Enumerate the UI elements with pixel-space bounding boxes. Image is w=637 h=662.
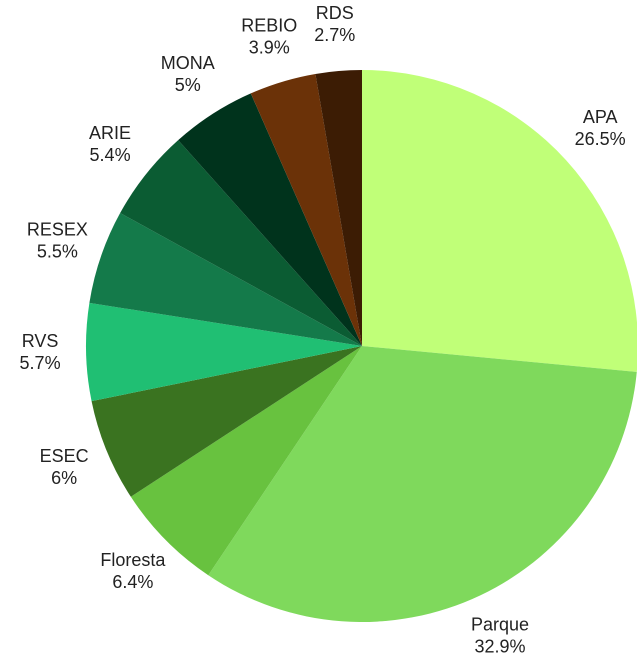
slice-value-label: 6% bbox=[51, 468, 77, 488]
slice-label: MONA bbox=[161, 53, 215, 73]
slice-label: APA bbox=[583, 107, 618, 127]
pie-slice bbox=[250, 73, 362, 346]
slice-value-label: 3.9% bbox=[249, 37, 290, 57]
pie-slice bbox=[86, 302, 362, 402]
slice-value-label: 26.5% bbox=[575, 129, 626, 149]
slice-value-label: 5% bbox=[175, 75, 201, 95]
pie-slice bbox=[362, 70, 637, 372]
slice-label: ARIE bbox=[89, 123, 131, 143]
slice-label: RVS bbox=[22, 331, 59, 351]
slice-value-label: 5.7% bbox=[20, 353, 61, 373]
pie-slice bbox=[130, 346, 362, 576]
pie-slice bbox=[315, 70, 362, 346]
pie-slice bbox=[91, 346, 363, 497]
pie-slice bbox=[178, 93, 362, 346]
slice-label: ESEC bbox=[40, 446, 89, 466]
slice-value-label: 5.4% bbox=[90, 145, 131, 165]
slice-value-label: 2.7% bbox=[314, 25, 355, 45]
slice-value-label: 6.4% bbox=[112, 572, 153, 592]
slice-label: RDS bbox=[316, 3, 354, 23]
slice-label: Parque bbox=[471, 615, 529, 635]
pie-slice bbox=[89, 213, 363, 346]
slice-label: RESEX bbox=[27, 219, 88, 239]
slice-value-label: 5.5% bbox=[37, 241, 78, 261]
pie-slice bbox=[120, 140, 362, 346]
pie-slice bbox=[208, 346, 637, 622]
slice-label: REBIO bbox=[241, 15, 297, 35]
slice-value-label: 32.9% bbox=[474, 637, 525, 657]
slice-label: Floresta bbox=[100, 550, 166, 570]
